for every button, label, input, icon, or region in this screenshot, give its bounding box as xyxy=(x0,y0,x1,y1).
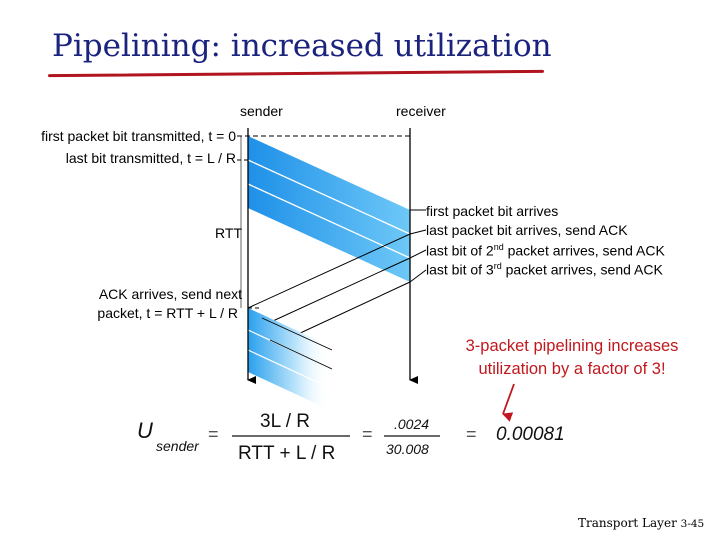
callout-arrow xyxy=(502,383,515,422)
page-title: Pipelining: increased utilization xyxy=(52,28,552,64)
label-first-bit: first packet bit transmitted, t = 0 xyxy=(41,128,236,144)
label-ack-line2: packet, t = RTT + L / R xyxy=(97,305,238,321)
formula-sender-subscript: sender xyxy=(156,438,199,454)
packet-3 xyxy=(248,184,410,282)
ack-2 xyxy=(261,257,411,327)
ack-1 xyxy=(247,233,411,309)
packet-2 xyxy=(248,160,410,258)
label-ack-line1: ACK arrives, send next xyxy=(98,286,242,302)
label-last-bit: last bit transmitted, t = L / R xyxy=(65,150,236,166)
formula-denominator-2: 30.008 xyxy=(386,441,429,457)
label-first-arrives: first packet bit arrives xyxy=(426,203,559,219)
formula-equals-2: = xyxy=(362,424,373,444)
formula-numerator-1: 3L / R xyxy=(260,411,310,432)
label-packet2-arrives: last bit of 2nd packet arrives, send ACK xyxy=(426,242,665,259)
callout-text: 3-packet pipelining increases utilizatio… xyxy=(465,337,679,378)
footer-label: Transport Layer 3-45 xyxy=(578,516,705,530)
formula-equals-1: = xyxy=(208,424,219,444)
formula-result: 0.00081 xyxy=(496,424,565,445)
formula-numerator-2: .0024 xyxy=(394,416,430,432)
label-last-arrives: last packet bit arrives, send ACK xyxy=(426,222,628,238)
label-packet3-arrives: last bit of 3rd packet arrives, send ACK xyxy=(426,261,663,278)
packet-1 xyxy=(248,136,410,234)
formula-equals-3: = xyxy=(466,424,477,444)
label-rtt: RTT xyxy=(215,225,242,241)
formula-u: U xyxy=(137,418,153,443)
next-packet xyxy=(248,308,330,410)
sender-label: sender xyxy=(240,103,283,119)
receiver-label: receiver xyxy=(396,103,446,119)
formula-denominator-1: RTT + L / R xyxy=(238,443,336,464)
